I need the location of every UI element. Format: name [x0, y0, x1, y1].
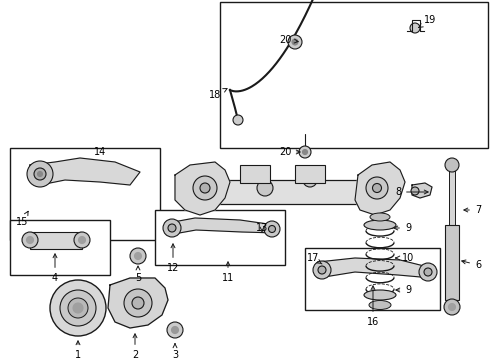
- Text: 11: 11: [222, 262, 234, 283]
- Text: 20: 20: [279, 147, 300, 157]
- Circle shape: [130, 248, 146, 264]
- Text: 15: 15: [16, 211, 28, 227]
- Circle shape: [424, 268, 432, 276]
- Circle shape: [269, 225, 275, 233]
- Text: 19: 19: [418, 15, 436, 28]
- Ellipse shape: [369, 301, 391, 310]
- Circle shape: [233, 115, 243, 125]
- Text: 1: 1: [75, 341, 81, 360]
- Circle shape: [27, 161, 53, 187]
- Circle shape: [366, 177, 388, 199]
- Circle shape: [410, 23, 420, 33]
- Polygon shape: [412, 183, 432, 198]
- Circle shape: [193, 176, 217, 200]
- Text: 17: 17: [307, 253, 322, 264]
- Text: 7: 7: [464, 205, 481, 215]
- Circle shape: [50, 280, 106, 336]
- Text: 8: 8: [395, 187, 428, 197]
- Circle shape: [124, 289, 152, 317]
- Circle shape: [168, 224, 176, 232]
- Bar: [449, 165, 455, 225]
- Bar: [30, 232, 82, 249]
- Bar: [155, 210, 285, 265]
- Ellipse shape: [364, 290, 396, 300]
- Circle shape: [26, 237, 33, 243]
- Polygon shape: [30, 158, 140, 185]
- Circle shape: [292, 39, 298, 45]
- Circle shape: [288, 35, 302, 49]
- Text: 12: 12: [167, 244, 179, 273]
- Bar: [240, 165, 270, 183]
- Circle shape: [68, 298, 88, 318]
- Circle shape: [60, 290, 96, 326]
- Circle shape: [74, 232, 90, 248]
- Polygon shape: [168, 218, 278, 235]
- Text: 3: 3: [172, 344, 178, 360]
- Circle shape: [264, 221, 280, 237]
- Circle shape: [411, 187, 419, 195]
- Polygon shape: [318, 258, 432, 278]
- Text: 6: 6: [462, 260, 481, 270]
- Circle shape: [132, 297, 144, 309]
- Circle shape: [419, 263, 437, 281]
- Text: 20: 20: [279, 35, 298, 45]
- Circle shape: [318, 266, 326, 274]
- Text: 10: 10: [396, 253, 414, 263]
- Text: 18: 18: [209, 89, 227, 100]
- Text: 14: 14: [94, 147, 106, 157]
- Ellipse shape: [364, 220, 396, 230]
- Circle shape: [302, 149, 308, 154]
- Bar: [295, 165, 325, 183]
- Ellipse shape: [370, 213, 390, 221]
- Circle shape: [167, 322, 183, 338]
- Circle shape: [313, 261, 331, 279]
- Circle shape: [22, 232, 38, 248]
- Circle shape: [372, 184, 382, 193]
- Text: 5: 5: [135, 266, 141, 283]
- Polygon shape: [108, 278, 168, 328]
- Bar: [10, 148, 160, 240]
- Text: 9: 9: [394, 223, 411, 233]
- Bar: [10, 220, 110, 275]
- Bar: [305, 248, 440, 310]
- Bar: [220, 2, 488, 148]
- Bar: [445, 225, 459, 300]
- Circle shape: [444, 299, 460, 315]
- Polygon shape: [175, 162, 230, 215]
- Bar: [185, 180, 390, 204]
- Circle shape: [299, 146, 311, 158]
- Circle shape: [303, 173, 317, 187]
- Text: 13: 13: [256, 223, 268, 233]
- Polygon shape: [355, 162, 405, 215]
- Text: 4: 4: [52, 254, 58, 283]
- Circle shape: [200, 183, 210, 193]
- Text: 9: 9: [396, 285, 411, 295]
- Circle shape: [172, 327, 178, 333]
- Circle shape: [134, 252, 142, 260]
- Circle shape: [78, 237, 85, 243]
- Circle shape: [257, 180, 273, 196]
- Circle shape: [445, 158, 459, 172]
- Circle shape: [73, 303, 83, 313]
- Circle shape: [38, 171, 43, 176]
- Circle shape: [448, 303, 456, 310]
- Circle shape: [163, 219, 181, 237]
- Text: 16: 16: [367, 286, 379, 327]
- Circle shape: [34, 168, 46, 180]
- Text: 2: 2: [132, 334, 138, 360]
